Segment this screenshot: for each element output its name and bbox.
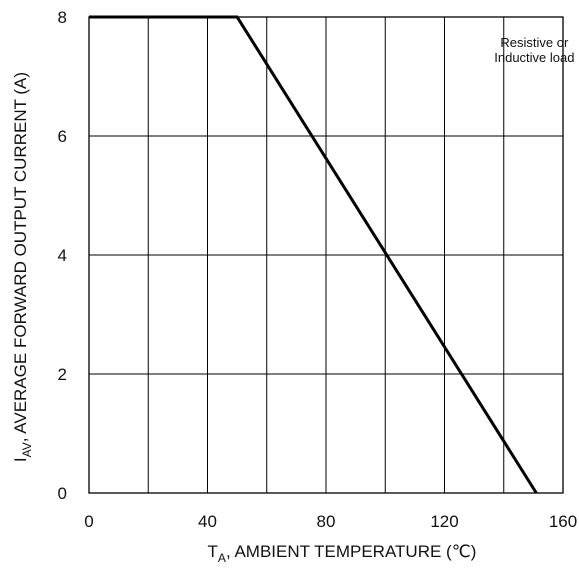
x-tick-label: 40	[198, 512, 217, 531]
y-axis-symbol: I	[11, 457, 30, 462]
y-tick-label: 2	[58, 365, 67, 384]
x-tick-labels: 0 40 80 120 160	[84, 512, 577, 531]
x-axis-title: TA, AMBIENT TEMPERATURE (℃)	[208, 542, 477, 565]
x-axis-label-text: , AMBIENT TEMPERATURE (℃)	[226, 542, 477, 561]
x-axis-subscript: A	[218, 551, 226, 565]
y-axis-label-text: , AVERAGE FORWARD OUTPUT CURRENT (A)	[11, 72, 30, 442]
y-tick-label: 6	[58, 127, 67, 146]
x-axis-symbol: T	[208, 542, 218, 561]
series-line	[89, 15, 538, 494]
annotation-line: Inductive load	[494, 50, 574, 65]
y-tick-label: 8	[58, 8, 67, 27]
annotation-box: Resistive or Inductive load	[494, 35, 574, 65]
x-tick-label: 160	[549, 512, 577, 531]
annotation-line: Resistive or	[500, 35, 569, 50]
x-tick-label: 80	[317, 512, 336, 531]
series-layer	[89, 15, 538, 494]
y-axis-subscript: AV	[20, 442, 34, 457]
plot-frame	[88, 16, 564, 494]
y-axis-title: IAV, AVERAGE FORWARD OUTPUT CURRENT (A)	[11, 72, 34, 462]
x-tick-label: 0	[84, 512, 93, 531]
y-tick-label: 0	[58, 484, 67, 503]
y-tick-labels: 0 2 4 6 8	[58, 8, 67, 503]
x-tick-label: 120	[430, 512, 458, 531]
y-tick-label: 4	[58, 246, 67, 265]
